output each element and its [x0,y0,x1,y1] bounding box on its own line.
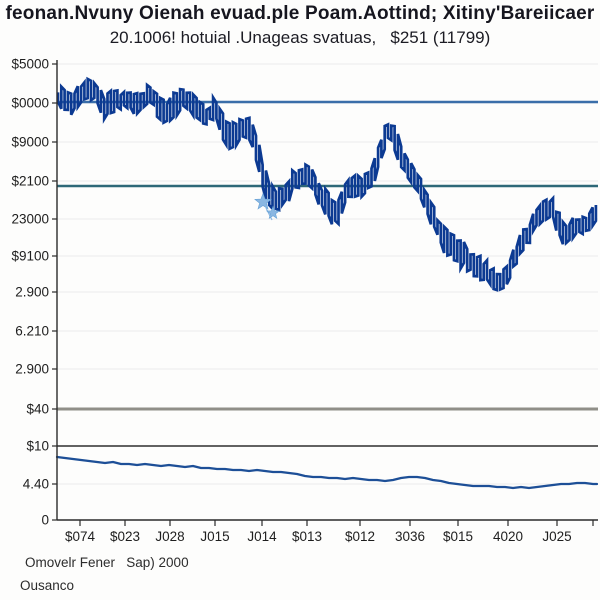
x-axis-label: 3036 [395,529,425,544]
x-axis-label: 4020 [493,529,523,544]
y-axis-label: 2.900 [15,285,49,300]
x-axis-label: J015 [200,529,229,544]
chart-title: feonan.Nvuny Oienah evuad.ple Poam.Aotti… [5,3,595,24]
star-trail [265,207,273,221]
y-axis-label: 6.210 [15,324,49,339]
y-axis-label: $9000 [11,135,49,150]
x-axis-label: $015 [443,529,473,544]
star-marker-icon [265,205,281,220]
y-axis-label: $40 [26,402,49,417]
star-marker-icon [254,192,272,210]
y-axis-label: $2100 [11,174,49,189]
y-axis-label: 2.900 [15,362,49,377]
y-axis-label: $5000 [11,57,49,72]
x-axis-label: J014 [247,529,277,544]
footer-source-line: Omovelr Fener Sap) 2000 [25,555,189,570]
y-axis-label: $9100 [11,249,49,264]
x-axis-label: $023 [110,529,140,544]
y-axis-label: 23000 [11,212,49,227]
x-axis-label: J025 [542,529,571,544]
x-axis-label: J028 [155,529,184,544]
lower-indicator-line [55,455,599,490]
x-axis-label: $074 [65,529,96,544]
y-axis-label: $10 [26,439,49,454]
footer-attribution-line: Ousanco [20,578,75,593]
chart-subtitle: 20.1006! hotuial .Unageas svatuas, $251 … [109,28,491,47]
y-axis-label: 0 [41,513,49,528]
y-axis-label: 4.40 [23,477,49,492]
x-axis-label: $012 [345,529,375,544]
x-axis-label: $013 [292,529,322,544]
price-candles [56,76,598,292]
y-axis-label: $0000 [11,96,49,111]
